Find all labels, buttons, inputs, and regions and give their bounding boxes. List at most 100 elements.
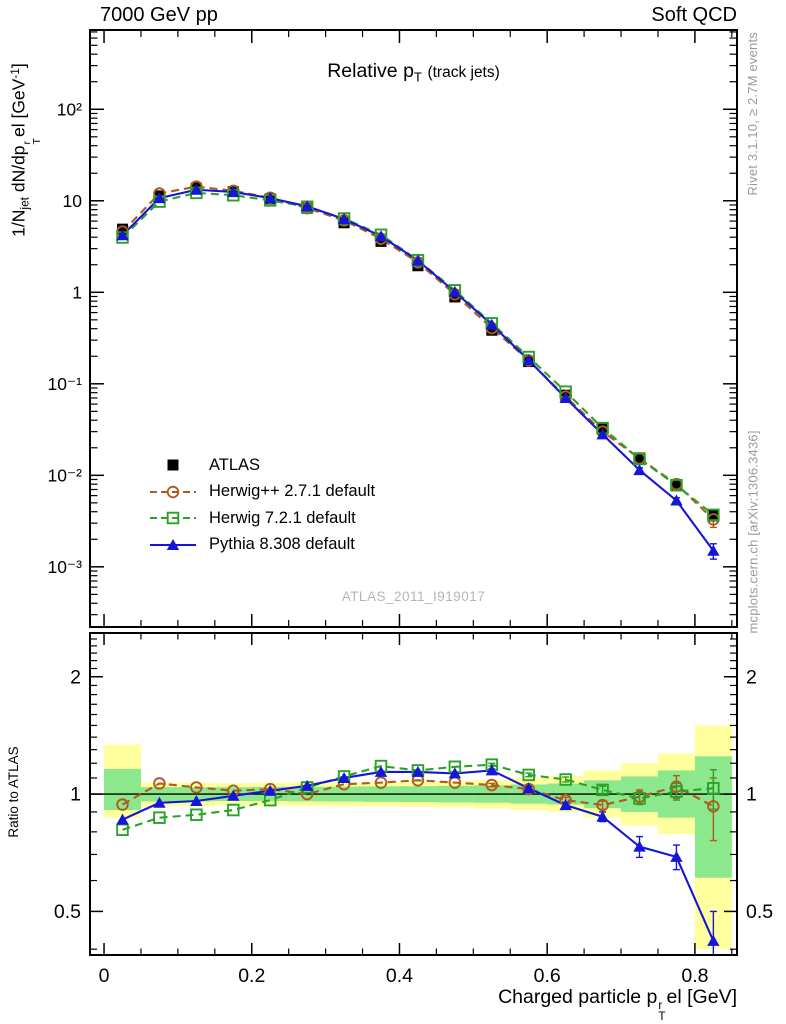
- marker-triangle-filled: [633, 464, 646, 476]
- marker-square-open: [670, 785, 683, 798]
- marker-triangle-filled: [485, 764, 498, 776]
- marker-square-filled: [486, 324, 498, 336]
- marker-triangle-filled: [522, 354, 535, 366]
- marker-triangle-filled: [337, 213, 351, 225]
- marker-square-open: [633, 792, 646, 805]
- marker-circle-open: [707, 800, 720, 813]
- ratio-tick-label-right: 0.5: [746, 901, 773, 923]
- marker-square-open: [153, 811, 166, 824]
- marker-square-open: [166, 512, 180, 525]
- marker-square-filled: [707, 510, 719, 522]
- marker-triangle-filled: [264, 784, 277, 796]
- ratio-uncertainty-bands: [104, 725, 732, 950]
- marker-triangle-filled: [227, 789, 240, 801]
- marker-square-filled: [670, 480, 682, 492]
- axis-ticks: [90, 30, 737, 955]
- herwigpp-marker-icon: [150, 485, 196, 499]
- marker-triangle-filled: [264, 192, 277, 204]
- marker-square-open: [670, 478, 683, 492]
- marker-square-open: [707, 508, 720, 522]
- ratio-tick-label-right: 1: [746, 784, 757, 806]
- plot-title-sub: T: [413, 69, 423, 85]
- herwig7-marker-icon: [150, 512, 196, 525]
- process-group-label: Soft QCD: [651, 4, 737, 26]
- y-title-part: 1/N: [8, 209, 29, 237]
- plot-title-main: Relative p: [327, 60, 414, 82]
- marker-circle-open: [153, 777, 166, 790]
- x-title-stack-sup: r: [658, 998, 663, 1012]
- y-title-part: el [GeV: [8, 78, 29, 138]
- marker-square-open: [522, 768, 535, 782]
- marker-triangle-filled: [596, 428, 609, 440]
- marker-triangle-filled: [153, 192, 166, 204]
- x-tick-label: 0.8: [681, 965, 708, 987]
- green-band-bin: [104, 768, 141, 811]
- marker-triangle-filled: [559, 799, 572, 811]
- plot-title: Relative pT (track jets): [90, 60, 737, 85]
- marker-square-filled: [449, 291, 461, 303]
- marker-circle-open: [596, 798, 609, 812]
- legend-item-herwigpp: Herwig++ 2.7.1 default: [148, 479, 375, 506]
- legend-label: Herwig++ 2.7.1 default: [209, 482, 376, 501]
- marker-triangle-filled: [337, 771, 351, 783]
- x-title-stack-sub: T: [658, 1009, 666, 1023]
- legend-item-atlas: ATLAS: [148, 452, 375, 479]
- legend-item-herwig7: Herwig 7.2.1 default: [148, 505, 375, 532]
- marker-triangle-filled: [522, 782, 535, 794]
- y-tick-label: 10⁻¹: [47, 374, 82, 394]
- legend-item-pythia: Pythia 8.308 default: [148, 532, 375, 559]
- y-tick-label: 10: [63, 191, 83, 211]
- y-tick-label: 10²: [57, 99, 82, 119]
- y-title-part: dN/dp: [8, 145, 29, 198]
- marker-square-filled: [116, 223, 128, 235]
- mcplots-arxiv-note: mcplots.cern.ch [arXiv:1306.3436]: [745, 430, 761, 634]
- marker-triangle-filled: [411, 765, 425, 777]
- marker-triangle-filled: [153, 796, 166, 808]
- ratio-series-markers: [116, 758, 720, 946]
- y-tick-label: 10⁻³: [47, 557, 82, 577]
- y-tick-label: 10⁻²: [47, 465, 82, 485]
- marker-triangle-filled: [166, 538, 180, 550]
- y-title-sup: -1: [8, 68, 22, 79]
- legend-label: ATLAS: [209, 455, 261, 474]
- marker-square-filled: [375, 235, 387, 247]
- marker-triangle-filled: [374, 765, 388, 777]
- rivet-version-note: Rivet 3.1.10, ≥ 2.7M events: [745, 32, 760, 196]
- marker-triangle-filled: [707, 934, 720, 946]
- marker-triangle-filled: [596, 810, 609, 822]
- marker-square-filled: [634, 452, 646, 464]
- marker-triangle-filled: [670, 850, 683, 862]
- y-title-stack-sub: T: [30, 138, 43, 145]
- marker-circle-open: [166, 485, 180, 499]
- marker-triangle-filled: [448, 285, 462, 297]
- marker-triangle-filled: [227, 185, 240, 197]
- x-tick-label: 0.2: [238, 965, 265, 987]
- marker-square-open: [559, 773, 572, 786]
- marker-triangle-filled: [411, 254, 425, 266]
- legend: ATLAS Herwig++ 2.7.1 default Herwig 7.2.…: [148, 452, 375, 558]
- beam-energy-label: 7000 GeV pp: [100, 4, 218, 26]
- x-tick-label: 0.6: [534, 965, 561, 987]
- marker-circle-open: [190, 781, 203, 794]
- ratio-tick-label-right: 2: [746, 666, 757, 688]
- marker-triangle-filled: [485, 318, 498, 330]
- marker-triangle-filled: [559, 391, 572, 403]
- legend-label: Herwig 7.2.1 default: [209, 508, 356, 527]
- ratio-axis-title: Ratio to ATLAS: [6, 746, 21, 838]
- marker-square-filled: [167, 459, 179, 471]
- x-tick-label: 0: [99, 965, 110, 987]
- x-title-part: el [GeV]: [666, 986, 737, 1008]
- marker-triangle-filled: [670, 494, 683, 506]
- marker-triangle-filled: [190, 794, 203, 806]
- pythia-marker-icon: [150, 538, 196, 550]
- ratio-line-herwig++: [121, 779, 714, 808]
- marker-square-open: [116, 823, 129, 837]
- marker-triangle-filled: [707, 544, 720, 556]
- y-tick-label: 1: [72, 282, 82, 302]
- ratio-tick-label-left: 1: [70, 784, 81, 806]
- marker-square-open: [190, 808, 203, 822]
- ratio-tick-label-left: 2: [70, 666, 81, 688]
